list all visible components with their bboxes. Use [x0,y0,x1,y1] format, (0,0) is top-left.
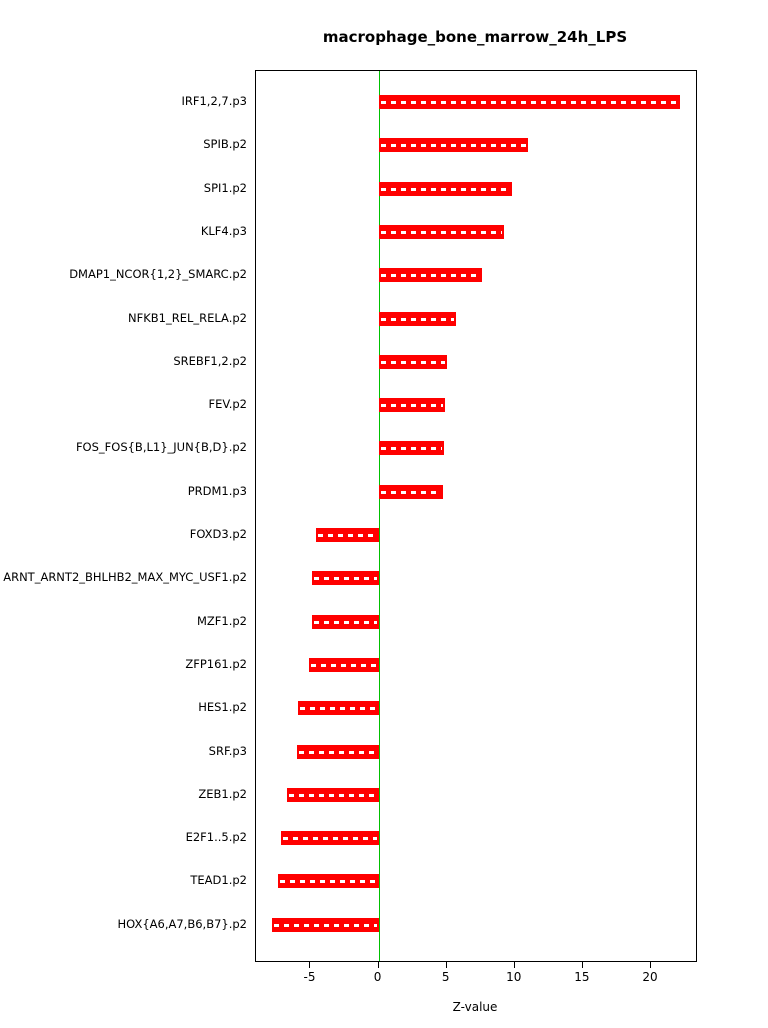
plot-area [255,70,697,962]
bar [298,701,379,716]
y-axis-label: SRF.p3 [208,743,247,758]
y-axis-label: SPIB.p2 [203,137,247,152]
bar-center-dash [380,404,444,408]
x-axis-tick-label: -5 [303,970,316,984]
bar [280,831,379,846]
bar [296,744,379,759]
bar-center-dash [274,923,377,927]
x-axis-tick [513,961,515,968]
bar-center-dash [380,187,511,191]
bar-center-dash [317,534,377,537]
x-axis-tick [309,961,311,968]
bar [378,311,457,326]
y-axis-label: DMAP1_NCOR{1,2}_SMARC.p2 [69,267,247,282]
y-axis-label: IRF1,2,7.p3 [181,94,247,108]
y-axis-label: HOX{A6,A7,B6,B7}.p2 [117,916,248,931]
x-axis-title: Z-value [452,1000,498,1014]
bar-center-dash [300,707,377,711]
bar-center-dash [313,620,377,624]
y-axis-label: TEAD1.p2 [190,873,247,888]
x-axis-tick [445,961,447,968]
bar [378,224,504,239]
bar-center-dash [311,663,377,667]
y-axis-label: FOS_FOS{B,L1}_JUN{B,D}.p2 [75,440,247,455]
x-axis-tick-label: 10 [506,970,522,984]
zero-reference-line [378,71,380,961]
bar-center-dash [380,101,678,104]
y-axis-label: SPI1.p2 [203,180,247,195]
y-axis-label: FEV.p2 [208,397,247,412]
bar [311,614,379,629]
y-axis-label: SREBF1,2.p2 [173,353,247,368]
x-axis-tick-label: 0 [373,970,382,984]
bar [378,95,680,109]
plot-inner [256,71,696,961]
y-axis-label: KLF4.p3 [200,223,247,238]
y-axis-label: HES1.p2 [198,700,247,715]
bar [378,484,443,499]
bar [378,138,529,153]
bar-center-dash [380,360,445,364]
bar [378,398,446,413]
y-axis-label: ZEB1.p2 [198,786,247,801]
y-axis-label: NFKB1_REL_RELA.p2 [128,310,247,325]
bar [277,874,379,889]
bar [378,268,483,283]
x-axis-tick-label: 15 [574,970,590,984]
x-axis-tick [650,961,652,968]
y-axis-label: ZFP161.p2 [185,656,247,671]
bar [378,354,447,369]
y-axis-label: ARNT_ARNT2_BHLHB2_MAX_MYC_USF1.p2 [3,570,247,585]
x-axis-tick [377,961,379,968]
bar-center-dash [289,793,377,797]
bar [315,528,379,542]
bar [272,917,379,932]
bar-center-dash [380,490,441,494]
y-axis-label: MZF1.p2 [196,613,247,628]
y-axis-label: FOXD3.p2 [189,527,247,541]
bar-center-dash [298,750,377,754]
y-axis-label: E2F1..5.p2 [185,830,247,845]
bar-center-dash [380,447,442,451]
bar-center-dash [279,880,377,884]
bar [378,441,444,456]
y-axis-label: PRDM1.p3 [187,483,247,498]
x-axis-tick [581,961,583,968]
x-axis-tick-label: 5 [441,970,450,984]
bar-center-dash [380,317,455,321]
bar [311,571,379,586]
bar [309,657,379,672]
bar-center-dash [380,274,481,278]
bar-center-dash [380,230,502,234]
bar [287,787,379,802]
bar-center-dash [380,144,527,148]
x-axis-tick-label: 20 [642,970,658,984]
bar-center-dash [313,577,377,581]
bar [378,181,513,196]
bar-center-dash [282,837,377,841]
chart-title: macrophage_bone_marrow_24h_LPS [322,28,628,46]
